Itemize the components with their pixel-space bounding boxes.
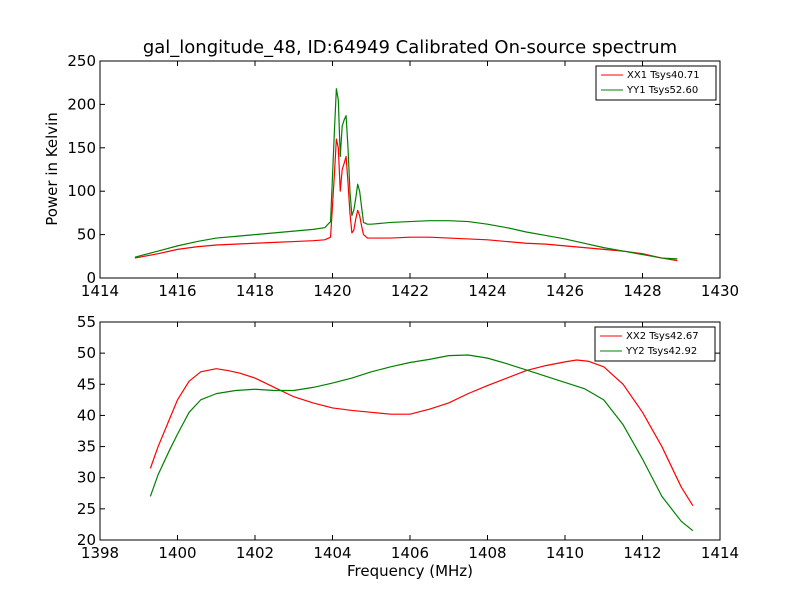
legend-label-xx1: XX1 Tsys40.71 [627, 70, 700, 81]
x-tick-label-bottom-8: 1414 [701, 544, 739, 562]
y-tick-label-top-5: 250 [67, 52, 96, 70]
y-tick-label-top-2: 100 [67, 182, 96, 200]
series-line-top-1 [134, 138, 678, 262]
x-tick-label-bottom-0: 1398 [81, 544, 119, 562]
legend-box-top [595, 65, 717, 101]
legend-label-yy1: YY1 Tsys52.60 [626, 85, 698, 96]
x-tick-label-bottom-5: 1408 [468, 544, 506, 562]
x-tick-label-top-0: 1414 [81, 282, 119, 300]
series-line-bottom-1 [149, 359, 694, 507]
x-tick-label-top-5: 1424 [468, 282, 506, 300]
x-tick-label-bottom-2: 1402 [236, 544, 274, 562]
legend-bottom: XX2 Tsys42.67 YY2 Tsys42.92 [594, 326, 716, 362]
x-tick-label-bottom-3: 1404 [313, 544, 351, 562]
y-tick-label-bottom-0: 20 [77, 531, 96, 549]
x-tick-label-top-3: 1420 [313, 282, 351, 300]
legend-top: XX1 Tsys40.71 YY1 Tsys52.60 [595, 65, 717, 101]
legend-label-xx2: XX2 Tsys42.67 [626, 331, 699, 342]
y-tick-label-top-1: 50 [77, 226, 96, 244]
x-tick-label-top-2: 1418 [236, 282, 274, 300]
x-tick-label-top-1: 1416 [158, 282, 196, 300]
series-line-bottom-2 [149, 354, 694, 532]
y-tick-label-bottom-5: 45 [77, 375, 96, 393]
y-tick-label-bottom-2: 30 [77, 469, 96, 487]
y-axis-label-top: Power in Kelvin [43, 112, 61, 226]
x-tick-label-bottom-1: 1400 [158, 544, 196, 562]
y-tick-label-top-0: 0 [86, 269, 96, 287]
x-tick-label-top-7: 1428 [623, 282, 661, 300]
legend-label-yy2: YY2 Tsys42.92 [625, 346, 697, 357]
y-tick-label-bottom-6: 50 [77, 344, 96, 362]
legend-box-bottom [594, 326, 716, 362]
series-line-top-2 [134, 88, 678, 260]
top-subplot: gal_longitude_48, ID:64949 Calibrated On… [43, 37, 739, 300]
x-tick-label-bottom-4: 1406 [391, 544, 429, 562]
y-tick-label-bottom-7: 55 [77, 313, 96, 331]
y-tick-label-top-4: 200 [67, 95, 96, 113]
x-tick-label-bottom-6: 1410 [546, 544, 584, 562]
chart-title: gal_longitude_48, ID:64949 Calibrated On… [143, 37, 677, 58]
bottom-subplot: Frequency (MHz) 1398 1400 1402 1404 1406 1408… [77, 313, 739, 580]
x-tick-label-bottom-7: 1412 [623, 544, 661, 562]
y-tick-label-top-3: 150 [67, 139, 96, 157]
x-axis-label-bottom: Frequency (MHz) [347, 562, 473, 580]
y-tick-label-bottom-1: 25 [77, 500, 96, 518]
y-tick-label-bottom-4: 40 [77, 406, 96, 424]
x-tick-label-top-4: 1422 [391, 282, 429, 300]
x-tick-label-top-8: 1430 [701, 282, 739, 300]
x-tick-label-top-6: 1426 [546, 282, 584, 300]
y-tick-label-bottom-3: 35 [77, 438, 96, 456]
